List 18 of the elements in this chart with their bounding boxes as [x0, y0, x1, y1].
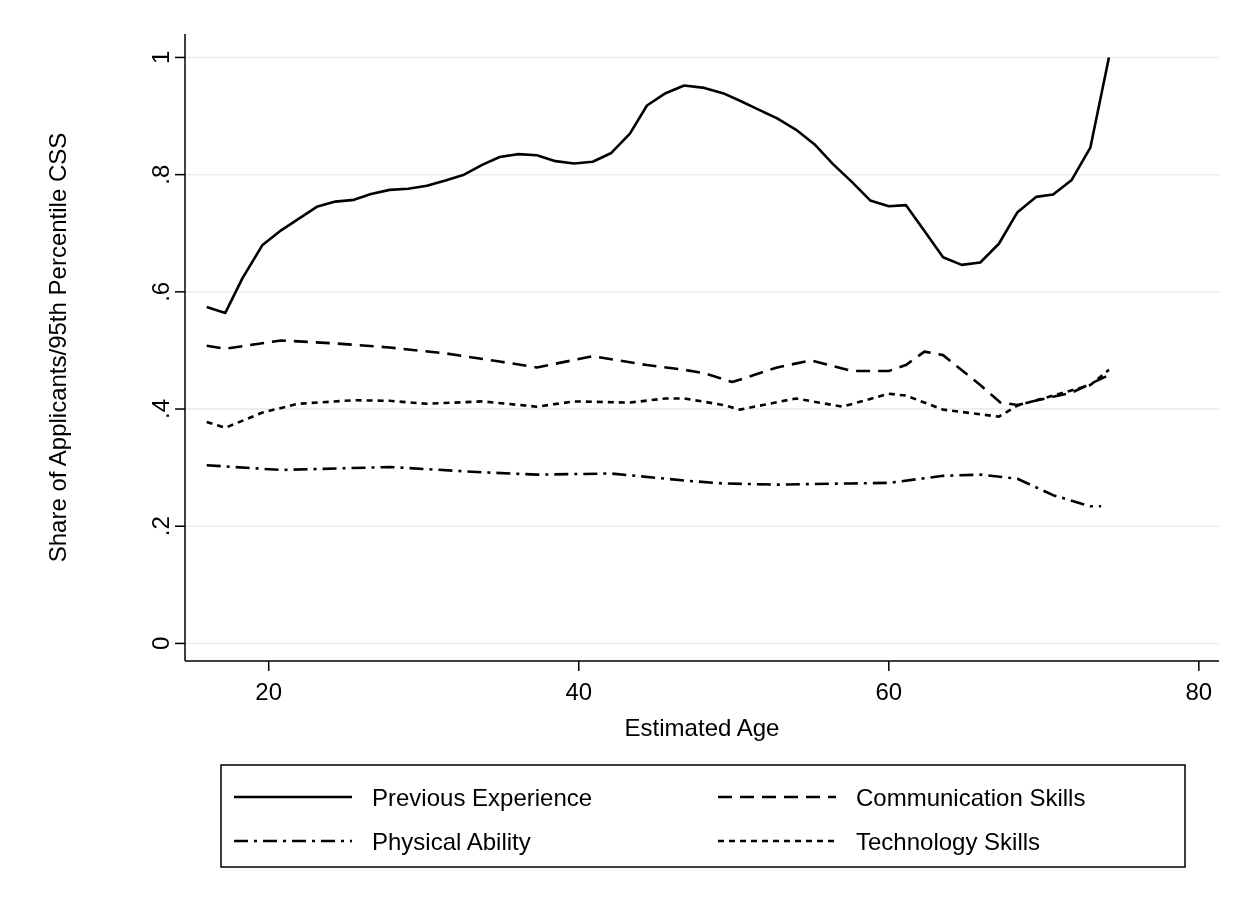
y-tick-label: 0: [147, 636, 174, 651]
y-tick-label: .6: [147, 281, 174, 302]
line-series: [205, 463, 1103, 508]
legend-label: Previous Experience: [372, 784, 593, 811]
x-tick-label: 80: [1185, 678, 1213, 705]
line-series: [205, 56, 1111, 315]
x-tick-label: 20: [255, 678, 283, 705]
y-tick-label: .4: [147, 399, 174, 420]
y-tick-label: 1: [147, 50, 174, 65]
y-tick-label: .8: [147, 164, 174, 185]
legend-label: Technology Skills: [856, 828, 1041, 855]
x-tick-label: 40: [565, 678, 593, 705]
x-tick-label: 60: [875, 678, 903, 705]
legend-label: Communication Skills: [856, 784, 1086, 811]
y-axis-title: Share of Applicants/95th Percentile CSS: [44, 132, 71, 563]
legend-label: Physical Ability: [372, 828, 531, 855]
y-tick-label: .2: [147, 516, 174, 537]
x-axis-title: Estimated Age: [624, 714, 780, 741]
